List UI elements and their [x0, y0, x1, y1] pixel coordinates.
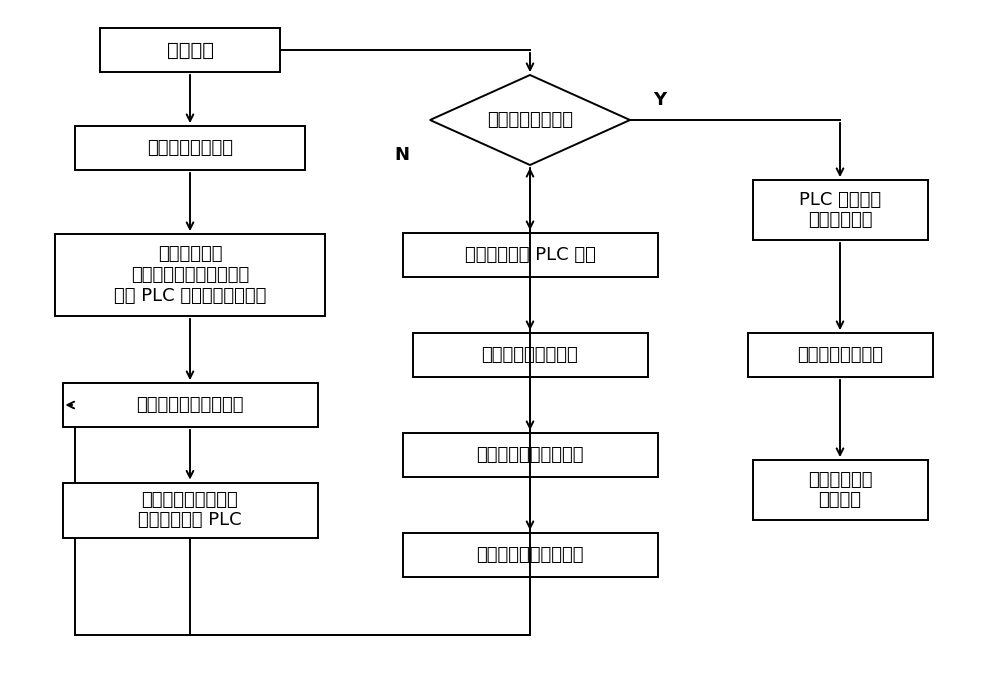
Text: Y: Y [653, 91, 667, 109]
Bar [75, 126, 305, 170]
Text: 检测数据是否正常: 检测数据是否正常 [487, 111, 573, 129]
Bar [62, 482, 318, 537]
Bar [402, 533, 658, 577]
Text: 更换绝缘存在问题电机: 更换绝缘存在问题电机 [476, 546, 584, 564]
Bar [413, 333, 648, 377]
Text: PLC 系统上传
数据至工控机: PLC 系统上传 数据至工控机 [799, 191, 881, 229]
Bar [753, 460, 928, 520]
Text: 生成电机绝缘
数据表库: 生成电机绝缘 数据表库 [808, 471, 872, 509]
Text: 绝缘检测装置开始工作: 绝缘检测装置开始工作 [136, 396, 244, 414]
Bar [402, 233, 658, 277]
Polygon shape [430, 75, 630, 165]
Text: 找出绝缘存在问题电机: 找出绝缘存在问题电机 [476, 446, 584, 464]
Text: 生产间隙: 生产间隙 [166, 41, 214, 59]
Text: 绝缘检测系统 PLC 报警: 绝缘检测系统 PLC 报警 [465, 246, 595, 264]
Text: 存入电机绝缘数据: 存入电机绝缘数据 [797, 346, 883, 364]
Bar [753, 180, 928, 240]
Bar [62, 383, 318, 427]
Bar [402, 433, 658, 477]
Text: 成组辊道或逐台检测: 成组辊道或逐台检测 [482, 346, 578, 364]
Text: 电机停止工作
打开变频器输出侧接触器
轧线 PLC 系统发出允许信号: 电机停止工作 打开变频器输出侧接触器 轧线 PLC 系统发出允许信号 [114, 245, 266, 305]
Text: 绝缘检测电阻值上传
绝缘检测系统 PLC: 绝缘检测电阻值上传 绝缘检测系统 PLC [138, 491, 242, 529]
Bar [100, 28, 280, 72]
Text: 发出绝缘检测请求: 发出绝缘检测请求 [147, 139, 233, 157]
Bar [55, 234, 325, 316]
Bar [748, 333, 932, 377]
Text: N: N [394, 146, 410, 164]
